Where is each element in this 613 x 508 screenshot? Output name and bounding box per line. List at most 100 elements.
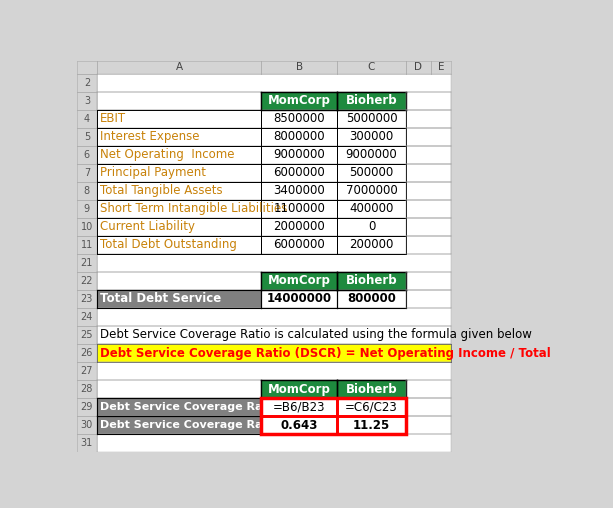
Bar (406, 218, 451, 236)
Text: 11.25: 11.25 (353, 419, 390, 432)
Bar (262, 236, 337, 254)
Bar (406, 128, 451, 146)
Bar (97, 182, 451, 200)
Text: C: C (368, 62, 375, 72)
Bar (77, 344, 97, 362)
Bar (97, 398, 262, 416)
Bar (97, 380, 262, 398)
Bar (97, 218, 451, 236)
Bar (77, 91, 97, 110)
Text: 200000: 200000 (349, 238, 394, 251)
Text: 3: 3 (84, 96, 90, 106)
Bar (406, 110, 451, 128)
Text: 25: 25 (81, 330, 93, 340)
Bar (97, 110, 262, 128)
Bar (337, 398, 406, 416)
Text: 7: 7 (84, 168, 90, 178)
Bar (262, 416, 337, 434)
Bar (77, 200, 97, 218)
Bar (406, 272, 451, 290)
Text: 6000000: 6000000 (273, 166, 325, 179)
Bar (97, 218, 262, 236)
Text: Debt Service Coverage Ratio is calculated using the formula given below: Debt Service Coverage Ratio is calculate… (101, 329, 532, 341)
Bar (77, 128, 97, 146)
Text: Bioherb: Bioherb (346, 383, 397, 396)
Text: Debt Service Coverage Ratio Formula: Debt Service Coverage Ratio Formula (101, 402, 334, 412)
Bar (97, 200, 451, 218)
Text: 5: 5 (84, 132, 90, 142)
Bar (97, 74, 451, 91)
Bar (431, 61, 451, 74)
Bar (97, 128, 451, 146)
Bar (262, 272, 337, 290)
Text: 800000: 800000 (347, 293, 396, 305)
Bar (337, 61, 406, 74)
Text: D: D (414, 62, 422, 72)
Bar (406, 416, 451, 434)
Text: 8: 8 (84, 186, 90, 196)
Bar (262, 398, 337, 416)
Bar (262, 290, 337, 308)
Bar (77, 272, 97, 290)
Bar (337, 272, 406, 290)
Bar (337, 218, 406, 236)
Bar (406, 91, 451, 110)
Text: 2: 2 (84, 78, 90, 88)
Bar (262, 128, 337, 146)
Text: 29: 29 (81, 402, 93, 412)
Bar (97, 272, 262, 290)
Bar (77, 218, 97, 236)
Bar (337, 200, 406, 218)
Text: 9000000: 9000000 (273, 148, 325, 161)
Text: 4: 4 (84, 114, 90, 124)
Bar (97, 434, 451, 452)
Bar (97, 61, 262, 74)
Bar (97, 344, 451, 362)
Bar (97, 308, 451, 326)
Bar (262, 91, 337, 110)
Text: 22: 22 (81, 276, 93, 286)
Bar (337, 290, 406, 308)
Text: Net Operating  Income: Net Operating Income (101, 148, 235, 161)
Bar (97, 416, 451, 434)
Bar (262, 164, 337, 182)
Text: 500000: 500000 (349, 166, 394, 179)
Bar (97, 200, 262, 218)
Text: 9: 9 (84, 204, 90, 214)
Bar (77, 110, 97, 128)
Text: 8500000: 8500000 (273, 112, 325, 125)
Bar (406, 61, 431, 74)
Bar (97, 236, 451, 254)
Bar (97, 416, 262, 434)
Text: 28: 28 (81, 384, 93, 394)
Bar (262, 200, 337, 218)
Text: 0: 0 (368, 220, 375, 233)
Bar (262, 218, 337, 236)
Bar (77, 61, 97, 74)
Text: 30: 30 (81, 420, 93, 430)
Bar (337, 164, 406, 182)
Text: Bioherb: Bioherb (346, 274, 397, 288)
Text: 300000: 300000 (349, 130, 394, 143)
Bar (77, 290, 97, 308)
Bar (97, 110, 451, 128)
Bar (97, 326, 451, 344)
Text: 9000000: 9000000 (346, 148, 397, 161)
Bar (97, 290, 451, 308)
Bar (262, 182, 337, 200)
Bar (262, 398, 406, 434)
Text: 400000: 400000 (349, 202, 394, 215)
Text: 10: 10 (81, 222, 93, 232)
Bar (77, 74, 97, 91)
Text: MomCorp: MomCorp (268, 94, 330, 107)
Bar (406, 236, 451, 254)
Bar (337, 380, 406, 398)
Text: Total Debt Outstanding: Total Debt Outstanding (101, 238, 237, 251)
Text: Total Debt Service: Total Debt Service (101, 293, 221, 305)
Bar (77, 380, 97, 398)
Text: Bioherb: Bioherb (346, 94, 397, 107)
Bar (77, 164, 97, 182)
Bar (97, 236, 262, 254)
Bar (337, 110, 406, 128)
Bar (97, 398, 451, 416)
